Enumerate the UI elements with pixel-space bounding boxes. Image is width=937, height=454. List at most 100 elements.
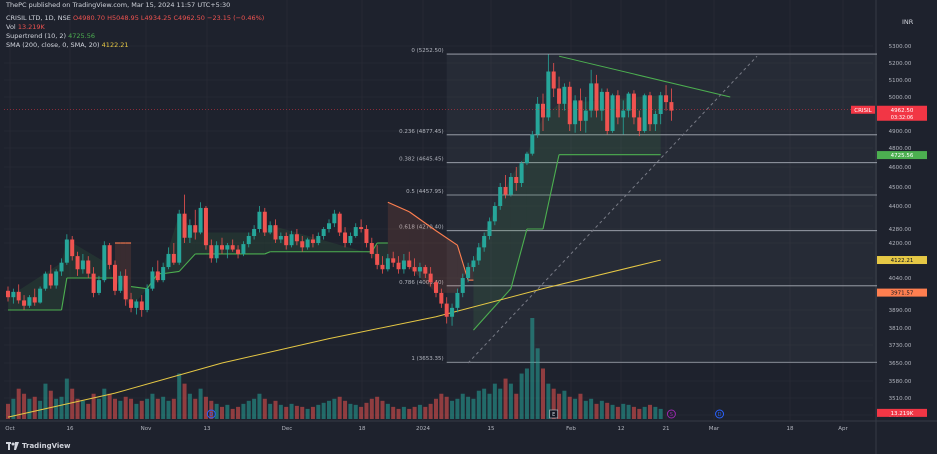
candle-body (187, 225, 192, 238)
time-tick-label: 2024 (416, 426, 430, 432)
fibonacci-retracement[interactable]: 0 (5252.50) 0.236 (4877.45) 0.382 (4645.45… (399, 48, 877, 363)
candle-body (519, 163, 524, 183)
volume-bar (182, 383, 187, 419)
price-tick-label: 3810.00 (889, 326, 912, 332)
candle-body (27, 297, 32, 306)
candle-body (428, 273, 433, 283)
volume-bar (353, 404, 358, 419)
candle-body (102, 245, 107, 281)
volume-bar (59, 396, 64, 419)
volume-bar (466, 396, 471, 419)
candle-body (583, 110, 588, 121)
time-tick-label: 21 (663, 426, 670, 432)
price-tag-label: 3971.57 (891, 291, 914, 297)
price-axis[interactable]: 5300.00 5200.00 5100.00 5000.00 4900.00 4800.… (889, 44, 912, 419)
candle-body (375, 253, 380, 265)
fib-level-label: 0.236 (4877.45) (399, 129, 444, 135)
candle-body (642, 95, 647, 131)
volume-bar (423, 406, 428, 419)
candle-body (535, 103, 540, 135)
time-tick-label: 13 (204, 426, 211, 432)
supertrend-legend[interactable]: Supertrend (10, 2) 4725.56 (6, 31, 95, 41)
price-tick-label: 3730.00 (889, 343, 912, 349)
candle-body (268, 225, 273, 233)
candle-body (300, 241, 305, 248)
candle-body (541, 103, 545, 118)
candle-body (487, 221, 492, 236)
ohlc-open: O4980.70 (72, 14, 105, 22)
volume-bar (214, 403, 219, 419)
candle-body (380, 264, 385, 270)
candle-body (11, 291, 16, 298)
volume-bar (327, 400, 331, 419)
volume-legend[interactable]: Vol 13.219K (6, 22, 45, 32)
candle-body (578, 100, 583, 121)
supertrend-line (387, 201, 410, 213)
price-tag-countdown: 03:32:06 (891, 115, 913, 121)
supertrend-fill (436, 230, 458, 293)
symbol-label[interactable]: CRISIL LTD, 1D, NSE (6, 14, 71, 22)
tradingview-logo[interactable]: TradingView (6, 440, 71, 452)
candle-body (621, 110, 626, 118)
candle-body (327, 223, 331, 229)
volume-bar (546, 383, 551, 419)
price-tick-label: 4280.00 (889, 227, 912, 233)
sma-legend[interactable]: SMA (200, close, 0, SMA, 20) 4122.21 (6, 40, 129, 50)
price-tick-label: 4500.00 (889, 185, 912, 191)
volume-bar (573, 398, 578, 419)
volume-bar (439, 393, 444, 419)
candle-body (626, 93, 631, 111)
candle-body (118, 275, 123, 291)
supertrend-fill (8, 262, 62, 310)
time-tick-label: 16 (67, 426, 74, 432)
candle-body (22, 300, 27, 306)
candle-body (145, 288, 150, 310)
volume-bar (107, 393, 112, 419)
candle-body (75, 256, 80, 270)
candle-body (391, 258, 396, 263)
volume-bar (337, 396, 342, 419)
supertrend-line (489, 288, 512, 313)
candle-body (460, 278, 465, 293)
price-tag-label: 4122.21 (891, 258, 914, 264)
volume-bar (273, 400, 278, 419)
volume-bar (637, 408, 642, 419)
volume-bar (220, 406, 224, 419)
volume-bar (70, 388, 75, 419)
candle-body (193, 225, 198, 233)
candle-body (273, 225, 278, 240)
volume-bar (316, 404, 321, 419)
candle-body (214, 245, 219, 259)
volume-bar (551, 388, 556, 419)
volume-bar (129, 398, 134, 419)
volume-bar (278, 404, 283, 419)
candle-body (385, 258, 390, 270)
supertrend-fill (457, 245, 469, 293)
candle-body (252, 229, 257, 236)
supertrend-fill (382, 243, 388, 270)
supertrend-indicator (8, 95, 661, 331)
time-axis[interactable]: Oct 16 Nov 13 Dec 18 2024 15 Feb 12 21 Mar 18 Apr (5, 426, 848, 432)
volume-bar (284, 406, 289, 419)
fib-level-label: 1 (3653.35) (411, 356, 443, 362)
candle-body (91, 273, 96, 293)
volume-bar (401, 406, 406, 419)
candle-body (32, 297, 37, 303)
volume-bar (246, 400, 251, 419)
supertrend-line (60, 277, 68, 311)
volume-bar (123, 396, 128, 419)
candle-body (471, 260, 476, 268)
currency-label[interactable]: INR (902, 18, 914, 26)
candle-body (16, 291, 21, 301)
trendlines[interactable] (467, 55, 758, 364)
price-tick-label: 5200.00 (889, 61, 912, 67)
volume-bar (524, 368, 529, 419)
volume-bars (6, 318, 663, 419)
supertrend-label: Supertrend (10, 2) (6, 32, 67, 40)
time-tick-label: Apr (838, 426, 848, 432)
candle-body (508, 177, 513, 195)
volume-bar (610, 404, 615, 419)
time-tick-label: Dec (282, 426, 293, 432)
